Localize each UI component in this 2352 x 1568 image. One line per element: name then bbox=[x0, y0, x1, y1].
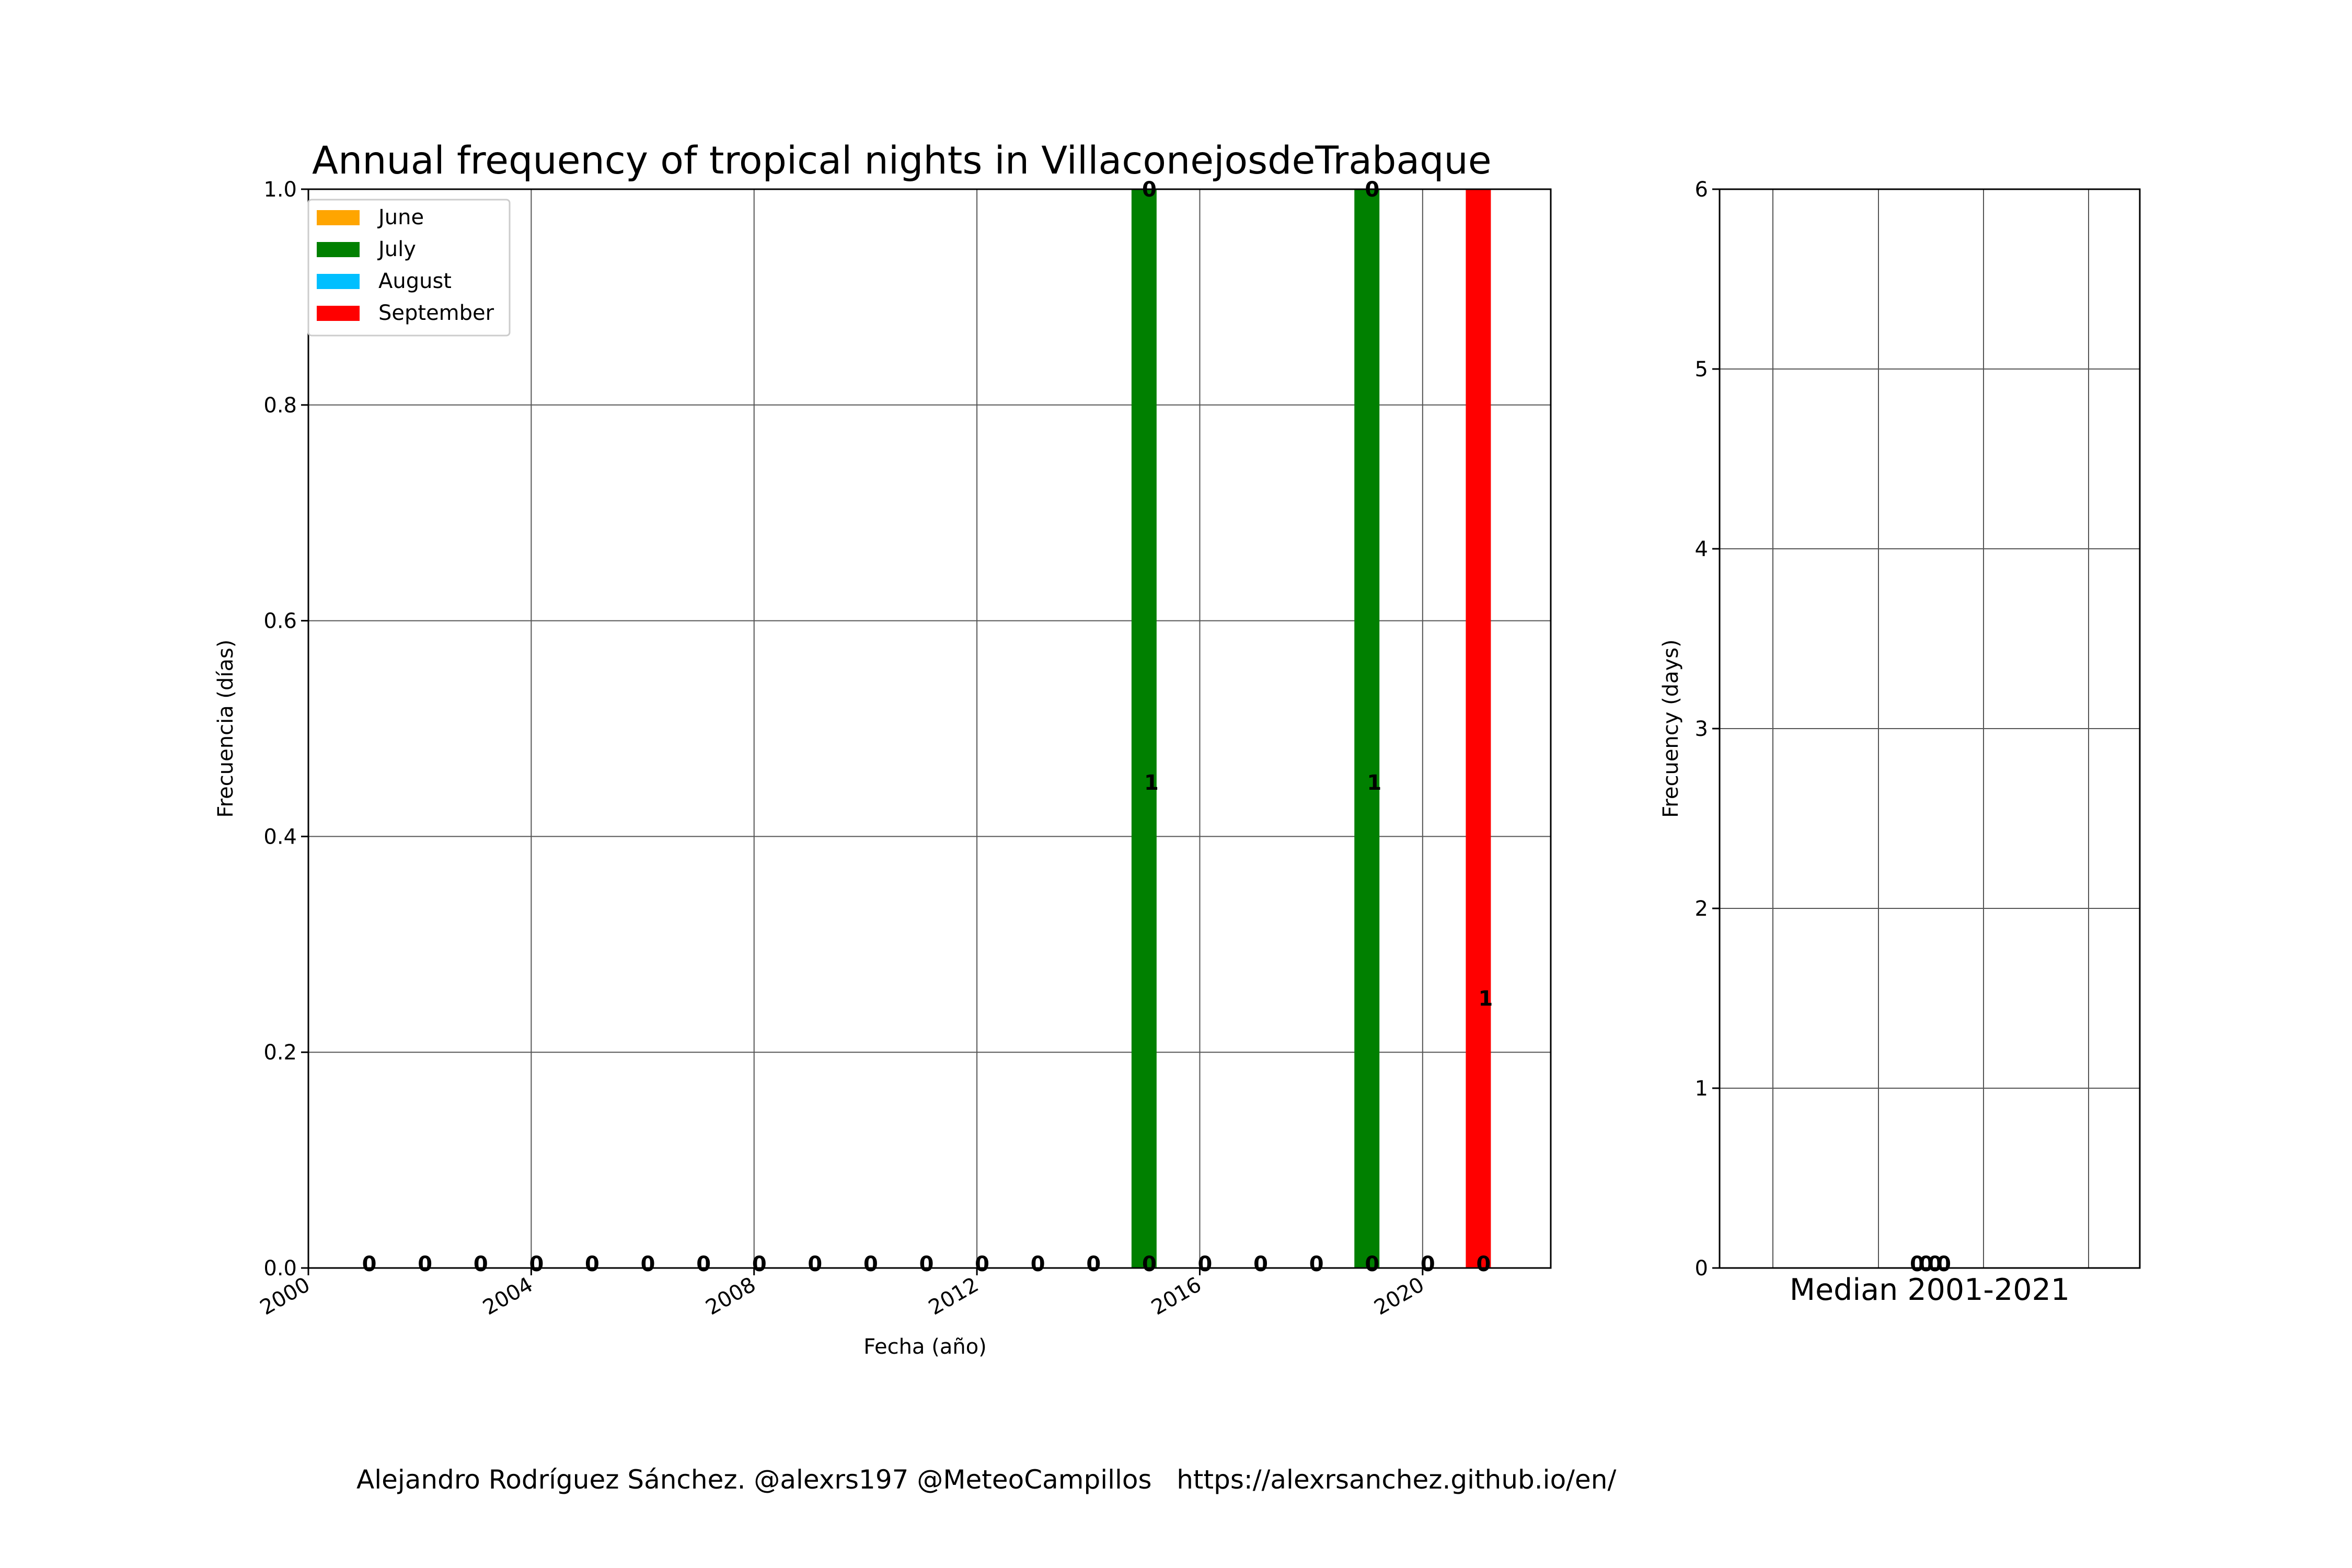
median-y-ticks: 0 1 2 3 4 5 6 bbox=[1695, 178, 1720, 1281]
bar-zero-label: 0 bbox=[418, 1252, 432, 1276]
median-y-tick-label: 0 bbox=[1695, 1256, 1708, 1281]
median-x-axis-label: Median 2001-2021 bbox=[1790, 1273, 2070, 1307]
main-y-ticks: 0.0 0.2 0.4 0.6 0.8 1.0 bbox=[263, 178, 308, 1281]
bar-zero-label: 0 bbox=[362, 1252, 377, 1276]
median-y-tick-label: 6 bbox=[1695, 178, 1708, 202]
main-y-axis-label: Frecuencia (días) bbox=[214, 640, 238, 818]
bar-july-2019 bbox=[1354, 189, 1380, 1268]
bar-value-label: 1 bbox=[1479, 987, 1493, 1011]
x-tick-label: 2004 bbox=[479, 1273, 537, 1320]
median-y-axis-label: Frecuency (days) bbox=[1659, 639, 1683, 818]
footer-credit: Alejandro Rodríguez Sánchez. @alexrs197 … bbox=[356, 1465, 1616, 1495]
bar-zero-label: 0 bbox=[1086, 1252, 1101, 1276]
median-y-tick-label: 3 bbox=[1695, 717, 1708, 741]
bar-zero-label: 0 bbox=[585, 1252, 599, 1276]
median-value-label: 0 bbox=[1936, 1252, 1951, 1276]
bar-top-label: 0 bbox=[1365, 178, 1379, 202]
x-tick-label: 2012 bbox=[925, 1273, 983, 1320]
bar-zero-label: 0 bbox=[919, 1252, 934, 1276]
bar-zero-label: 0 bbox=[1253, 1252, 1268, 1276]
median-y-tick-label: 4 bbox=[1695, 537, 1708, 561]
median-y-tick-label: 5 bbox=[1695, 358, 1708, 382]
legend: June July August September bbox=[307, 199, 511, 337]
x-tick-label: 2016 bbox=[1147, 1273, 1205, 1320]
bar-zero-label: 0 bbox=[1142, 1252, 1157, 1276]
main-bars bbox=[1131, 189, 1491, 1268]
median-value-label: 0 bbox=[1928, 1252, 1942, 1276]
bar-value-label: 1 bbox=[1144, 771, 1159, 795]
legend-swatch-june bbox=[317, 210, 360, 225]
y-tick-label: 0.6 bbox=[263, 609, 297, 633]
legend-label: September bbox=[378, 301, 494, 325]
x-tick-label: 2008 bbox=[702, 1273, 760, 1320]
y-tick-label: 0.4 bbox=[263, 825, 297, 849]
legend-swatch-september bbox=[317, 306, 360, 321]
legend-label: June bbox=[377, 205, 424, 229]
bar-zero-label: 0 bbox=[1309, 1252, 1324, 1276]
x-tick-label: 2020 bbox=[1370, 1273, 1428, 1320]
y-tick-label: 0.2 bbox=[263, 1041, 297, 1065]
bar-zero-label: 0 bbox=[808, 1252, 822, 1276]
y-tick-label: 0.8 bbox=[263, 394, 297, 418]
median-value-label: 0 bbox=[1919, 1252, 1933, 1276]
y-tick-label: 1.0 bbox=[263, 178, 297, 202]
bar-zero-label: 0 bbox=[1477, 1252, 1491, 1276]
main-x-axis-label: Fecha (año) bbox=[863, 1335, 987, 1359]
bar-zero-label: 0 bbox=[696, 1252, 711, 1276]
legend-box bbox=[307, 199, 511, 337]
bar-zero-label: 0 bbox=[1365, 1252, 1379, 1276]
legend-label: July bbox=[377, 237, 416, 261]
bar-september-2021 bbox=[1466, 189, 1491, 1268]
median-y-tick-label: 2 bbox=[1695, 897, 1708, 921]
legend-swatch-august bbox=[317, 274, 360, 289]
median-grid bbox=[1720, 189, 2140, 1269]
legend-label: August bbox=[378, 269, 452, 293]
bar-zero-label: 0 bbox=[474, 1252, 488, 1276]
main-chart-title: Annual frequency of tropical nights in V… bbox=[312, 139, 1492, 183]
bar-value-label: 1 bbox=[1367, 771, 1381, 795]
y-tick-label: 0.0 bbox=[263, 1256, 297, 1281]
bar-july-2015 bbox=[1131, 189, 1157, 1268]
median-value-label: 0 bbox=[1910, 1252, 1924, 1276]
bar-zero-label: 0 bbox=[1031, 1252, 1045, 1276]
median-y-tick-label: 1 bbox=[1695, 1077, 1708, 1101]
bar-zero-label: 0 bbox=[641, 1252, 655, 1276]
bar-zero-label: 0 bbox=[863, 1252, 878, 1276]
bar-top-label: 0 bbox=[1142, 178, 1157, 202]
main-plot-frame bbox=[307, 188, 1552, 1269]
legend-swatch-july bbox=[317, 242, 360, 257]
